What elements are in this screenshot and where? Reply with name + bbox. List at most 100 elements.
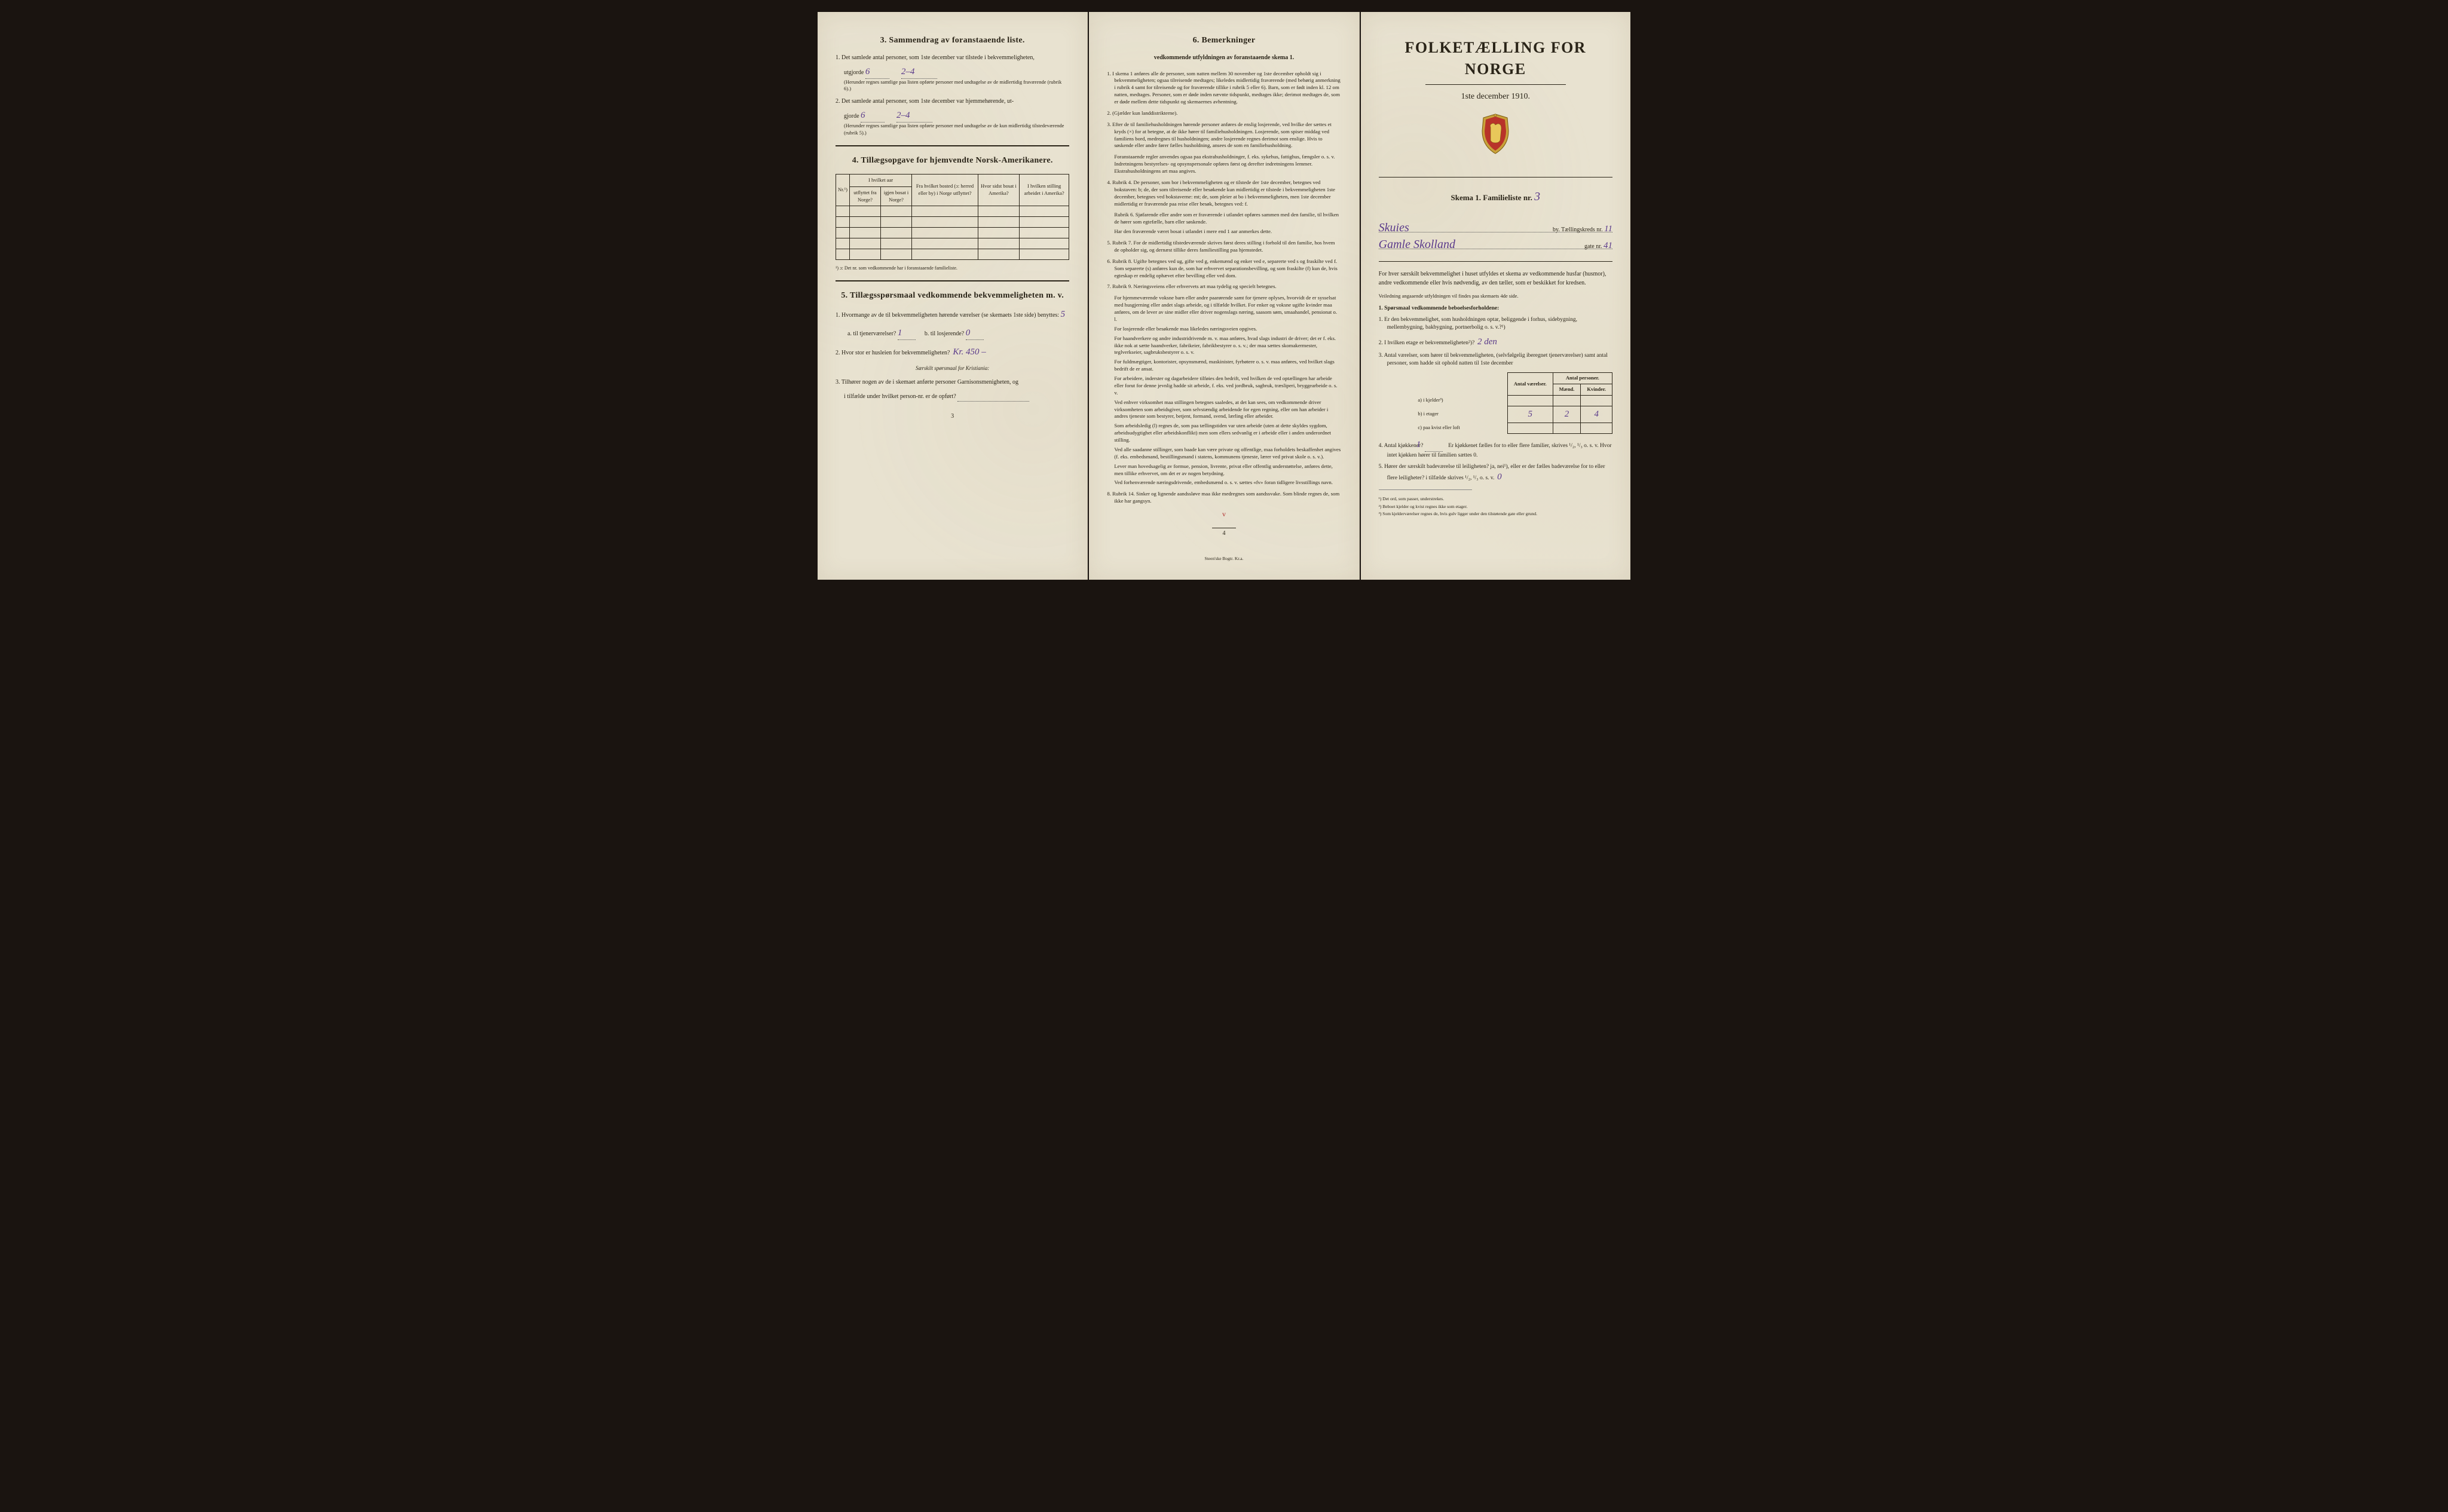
q1-2-hand: 2 den [1477, 337, 1497, 347]
p5: 5. Rubrik 7. For de midlertidig tilstede… [1107, 240, 1341, 254]
s3-q1-handA: 6 [865, 66, 889, 79]
line2-label-text: gate nr. [1584, 243, 1602, 250]
s5-q3-blank [957, 393, 1029, 402]
q1-1-text: 1. Er den bekvemmelighet, som husholdnin… [1379, 317, 1577, 330]
table-row: b) i etager 5 2 4 [1412, 406, 1612, 423]
p3b: Foranstaaende regler anvendes ogsaa paa … [1107, 154, 1341, 175]
q1-title: 1. Spørsmaal vedkommende beboelsesforhol… [1379, 305, 1612, 313]
table-row: c) paa kvist eller loft [1412, 423, 1612, 433]
fn3-3: ³) Som kjelderværelser regnes de, hvis g… [1379, 511, 1612, 518]
fn3-1: ¹) Det ord, som passer, understrekes. [1379, 496, 1612, 503]
s3-q2-text: 2. Det samlede antal personer, som 1ste … [836, 98, 1014, 105]
skema-label: Skema 1. Familieliste nr. [1451, 193, 1532, 202]
intro2: Veiledning angaaende utfyldningen vil fi… [1379, 292, 1612, 299]
s3-q2-handA: 6 [861, 109, 885, 123]
th-sidst: Hvor sidst bosat i Amerika? [978, 174, 1019, 206]
table-row [836, 228, 1069, 238]
s5-q3-text: 3. Tilhører nogen av de i skemaet anført… [836, 379, 1018, 385]
rb-label: b) i etager [1412, 406, 1507, 423]
main-title: FOLKETÆLLING FOR NORGE [1379, 37, 1612, 81]
table-row [836, 238, 1069, 249]
s3-q2-note: (Herunder regnes samtlige paa listen opf… [836, 123, 1069, 137]
section-5: 5. Tillægsspørsmaal vedkommende bekvemme… [836, 290, 1069, 402]
s3-q2-line2: gjorde 6 2–4 [836, 109, 1069, 123]
fill-lines: Skuies by. Tællingskreds nr. 11 Gamle Sk… [1379, 219, 1612, 249]
p7a: For hjemmeværende voksne barn eller andr… [1107, 295, 1341, 323]
q1-3: 3. Antal værelser, som hører til bekvemm… [1379, 352, 1612, 368]
amerika-table: Nr.¹) I hvilket aar Fra hvilket bosted (… [836, 174, 1069, 261]
s6-body: 1. I skema 1 anføres alle de personer, s… [1107, 71, 1341, 506]
s5-q1ab: a. til tjenerværelser? 1 b. til losjeren… [836, 327, 1069, 340]
line2-label: gate nr. 41 [1584, 240, 1612, 252]
s5-q2: 2. Hvor stor er husleien for bekvemmelig… [836, 346, 1069, 359]
line1-label: by. Tællingskreds nr. 11 [1553, 223, 1612, 235]
line2-hand: Gamle Skolland [1379, 236, 1455, 253]
table-row [836, 217, 1069, 228]
page1-num: 3 [836, 412, 1069, 421]
s5-q3b-text: i tilfælde under hvilket person-nr. er d… [844, 393, 956, 400]
p7i: Lever man hovedsagelig av formue, pensio… [1107, 463, 1341, 478]
p1: 1. I skema 1 anføres alle de personer, s… [1107, 71, 1341, 106]
s5-q3b: i tilfælde under hvilket person-nr. er d… [836, 393, 1069, 402]
rule-2 [836, 280, 1069, 281]
th-utflyttet: utflyttet fra Norge? [850, 186, 881, 206]
p7d: For fuldmægtiger, kontorister, opsynsmæn… [1107, 359, 1341, 373]
s3-q2-handB: 2–4 [896, 109, 932, 123]
printer-mark: Steen'ske Bogtr. Kr.a. [1107, 556, 1341, 562]
line1-label-text: by. Tællingskreds nr. [1553, 227, 1603, 233]
skema-hand: 3 [1534, 190, 1540, 203]
th-nr: Nr.¹) [836, 174, 850, 206]
s3-q1-text: 1. Det samlede antal personer, som 1ste … [836, 54, 1035, 61]
p7: 7. Rubrik 9. Næringsveiens eller erhverv… [1107, 283, 1341, 290]
s3-q1-line2: utgjorde 6 2–4 [836, 66, 1069, 79]
q1-block: 1. Spørsmaal vedkommende beboelsesforhol… [1379, 305, 1612, 484]
rb-k: 4 [1594, 409, 1599, 419]
p7j: Ved forhenværende næringsdrivende, embed… [1107, 479, 1341, 486]
page-middle: 6. Bemerkninger vedkommende utfyldningen… [1089, 12, 1359, 580]
skema-line: Skema 1. Familieliste nr. 3 [1379, 188, 1612, 205]
table-row [836, 206, 1069, 217]
s3-title: 3. Sammendrag av foranstaaende liste. [836, 35, 1069, 47]
s4-title: 4. Tillægsopgave for hjemvendte Norsk-Am… [836, 155, 1069, 167]
rule-1 [836, 145, 1069, 146]
s6-title: 6. Bemerkninger [1107, 35, 1341, 47]
rb-m: 2 [1565, 409, 1569, 419]
rb-v: 5 [1528, 409, 1533, 419]
table-row: a) i kjelder³) [1412, 395, 1612, 406]
q1-2-text: 2. I hvilken etage er bekvemmeligheten²)… [1379, 340, 1475, 346]
p3: 3. Efter de til familiehusholdningen hør… [1107, 121, 1341, 150]
page-right: FOLKETÆLLING FOR NORGE 1ste december 191… [1361, 12, 1630, 580]
s5-q1-hand: 5 [1061, 310, 1066, 319]
s5-q2-text: 2. Hvor stor er husleien for bekvemmelig… [836, 350, 950, 356]
p4a: 4. Rubrik 4. De personer, som bor i bekv… [1107, 179, 1341, 208]
p2: 2. (Gjælder kun landdistrikterne). [1107, 110, 1341, 117]
p4c: Har den fraværende været bosat i utlande… [1107, 228, 1341, 235]
q1-4-hand: 1 [1425, 439, 1443, 452]
s5-q1b-hand: 0 [966, 327, 984, 340]
page-left: 3. Sammendrag av foranstaaende liste. 1.… [818, 12, 1088, 580]
p7b: For losjerende eller besøkende maa likel… [1107, 326, 1341, 333]
th-maend: Mænd. [1553, 384, 1581, 396]
p7c: For haandverkere og andre industridriven… [1107, 335, 1341, 357]
q1-5: 5. Hører der særskilt badeværelse til le… [1379, 463, 1612, 483]
s4-footnote: ¹) ɔ: Det nr. som vedkommende har i fora… [836, 265, 1069, 271]
q1-1: 1. Er den bekvemmelighet, som husholdnin… [1379, 316, 1612, 332]
s5-q1a: a. til tjenerværelser? [847, 330, 896, 337]
line1-hand: Skuies [1379, 219, 1409, 236]
ra-label: a) i kjelder³) [1412, 395, 1507, 406]
p7h: Ved alle saadanne stillinger, som baade … [1107, 446, 1341, 461]
fill-line-1: Skuies by. Tællingskreds nr. 11 [1379, 219, 1612, 232]
document-triptych: 3. Sammendrag av foranstaaende liste. 1.… [818, 12, 1630, 580]
s3-q1-note: (Herunder regnes samtlige paa listen opf… [836, 79, 1069, 93]
th-kvinder: Kvinder. [1581, 384, 1612, 396]
rc-label: c) paa kvist eller loft [1412, 423, 1507, 433]
intro: For hver særskilt bekvemmelighet i huset… [1379, 270, 1612, 287]
th-bosted: Fra hvilket bosted (ɔ: herred eller by) … [912, 174, 978, 206]
fn-rule [1379, 489, 1473, 490]
p8: 8. Rubrik 14. Sinker og lignende aandssl… [1107, 491, 1341, 505]
s3-q1b: utgjorde [844, 69, 864, 76]
q1-4: 4. Antal kjøkkener? 1 Er kjøkkenet fælle… [1379, 439, 1612, 460]
s3-q1-handB: 2–4 [901, 66, 937, 79]
page2-num: 4 [1212, 528, 1236, 538]
antal-table: Antal værelser. Antal personer. Mænd. Kv… [1412, 372, 1612, 434]
